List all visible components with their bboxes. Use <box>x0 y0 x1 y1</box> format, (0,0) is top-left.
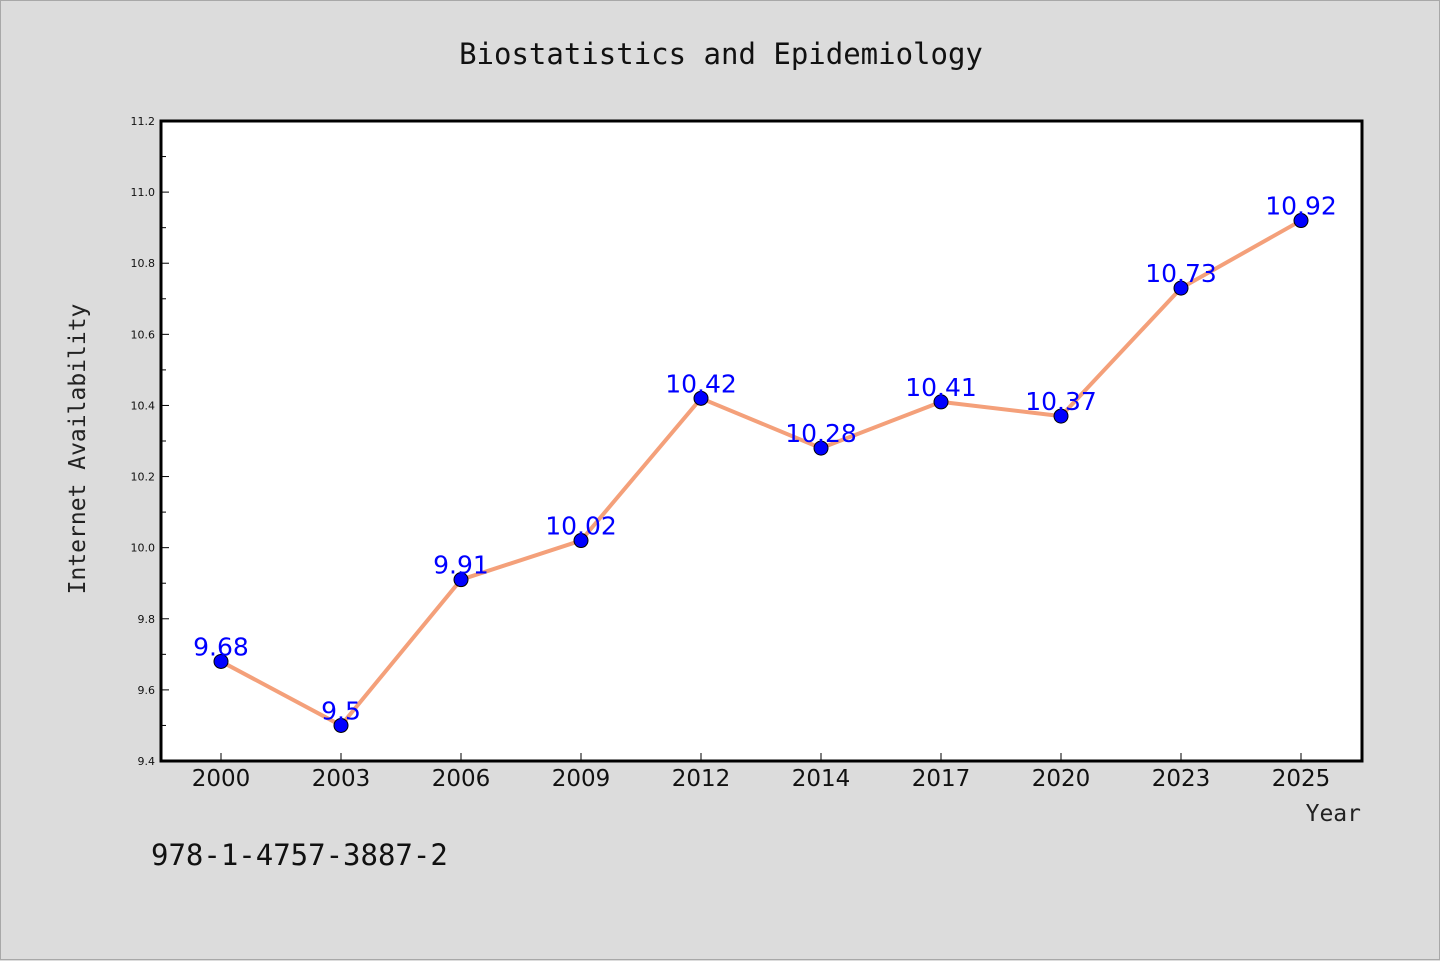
data-point <box>693 390 709 406</box>
y-tick-label: 10.8 <box>131 257 156 270</box>
y-tick-label: 11.2 <box>131 115 156 128</box>
y-tick-label: 11.0 <box>131 186 156 199</box>
x-tick-label: 2009 <box>552 766 611 792</box>
data-label: 10.92 <box>1265 192 1337 221</box>
y-tick-label: 10.4 <box>131 399 156 412</box>
y-tick-label: 10.0 <box>131 542 156 555</box>
y-tick-label: 10.6 <box>131 328 156 341</box>
isbn-text: 978-1-4757-3887-2 <box>151 838 448 872</box>
y-tick-label: 10.2 <box>131 471 156 484</box>
x-tick-label: 2023 <box>1152 766 1211 792</box>
data-label: 10.28 <box>785 419 857 448</box>
x-axis-label: Year <box>1306 801 1361 827</box>
x-tick-label: 2012 <box>672 766 731 792</box>
data-point <box>1293 213 1309 229</box>
data-label: 9.5 <box>321 696 361 725</box>
x-axis: 2000 2003 2006 2009 2012 2014 2017 2020 2023 2025 <box>192 753 1331 792</box>
x-tick-label: 2014 <box>792 766 851 792</box>
x-tick-label: 2006 <box>432 766 491 792</box>
data-point <box>453 572 469 588</box>
data-label: 10.02 <box>545 512 617 541</box>
data-label: 9.68 <box>193 632 249 661</box>
y-axis-label: Internet Availability <box>65 304 91 595</box>
y-tick-label: 9.8 <box>138 613 156 626</box>
x-tick-label: 2025 <box>1272 766 1331 792</box>
y-tick-label: 9.4 <box>138 755 156 768</box>
data-point <box>213 653 229 669</box>
x-tick-label: 2000 <box>192 766 251 792</box>
series-line <box>220 218 1302 728</box>
data-label: 10.73 <box>1145 259 1217 288</box>
data-point <box>333 717 349 733</box>
x-tick-label: 2017 <box>912 766 971 792</box>
data-label: 10.41 <box>905 373 977 402</box>
series-group: 9.68 9.5 9.91 10.02 10.42 10.28 10.41 10.37 10.7… <box>193 192 1337 733</box>
y-axis: 9.4 9.6 9.8 10.0 10.2 10.4 10.6 10.8 11.0 11.2 <box>131 115 169 768</box>
plot-area <box>159 119 1364 763</box>
data-point <box>573 533 589 549</box>
x-tick-label: 2003 <box>312 766 371 792</box>
data-label: 9.91 <box>433 551 489 580</box>
x-tick-label: 2020 <box>1032 766 1091 792</box>
data-point <box>1053 408 1069 424</box>
data-point <box>1173 280 1189 296</box>
data-point <box>933 394 949 410</box>
y-tick-label: 9.6 <box>138 684 156 697</box>
chart-title: Biostatistics and Epidemiology <box>459 37 983 71</box>
data-point <box>813 440 829 456</box>
data-label: 10.42 <box>665 369 737 398</box>
data-label: 10.37 <box>1025 387 1097 416</box>
